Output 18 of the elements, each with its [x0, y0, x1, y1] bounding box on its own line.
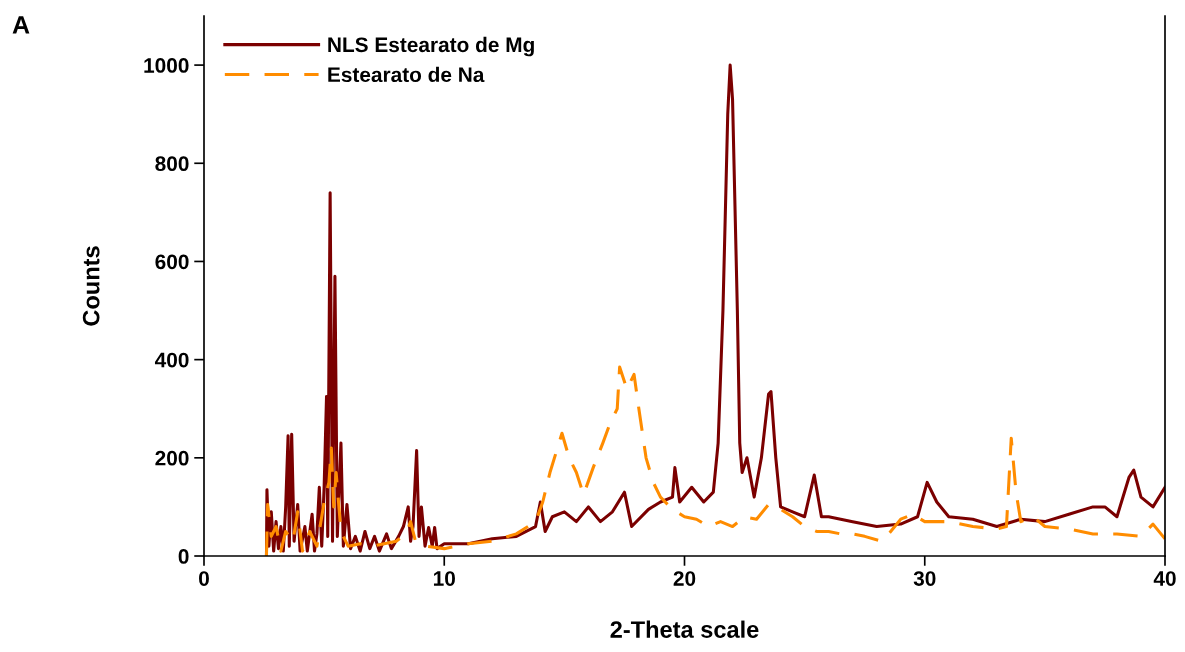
- line-series: [264, 63, 1165, 556]
- y-tick-label: 400: [154, 352, 189, 368]
- y-tick-label: 200: [155, 450, 189, 466]
- x-tick-label: 40: [1153, 571, 1176, 586]
- legend-label: NLS Estearato de Mg: [328, 36, 534, 57]
- y-tick-label: 600: [155, 254, 189, 270]
- y-tick-label: 1000: [144, 58, 189, 73]
- x-tick-label: 20: [673, 571, 696, 586]
- x-tick-label: 10: [433, 571, 455, 586]
- x-axis-title: 2-Theta scale: [610, 620, 759, 638]
- legend-label: Estearato de Na: [328, 66, 485, 83]
- line-series: [264, 365, 1165, 556]
- y-tick-label: 0: [178, 549, 189, 564]
- text: A: [12, 16, 30, 34]
- x-tick-label: 30: [913, 571, 936, 586]
- x-tick-label: 0: [199, 571, 209, 586]
- y-axis-title: Counts: [82, 246, 100, 326]
- y-tick-label: 800: [155, 156, 189, 172]
